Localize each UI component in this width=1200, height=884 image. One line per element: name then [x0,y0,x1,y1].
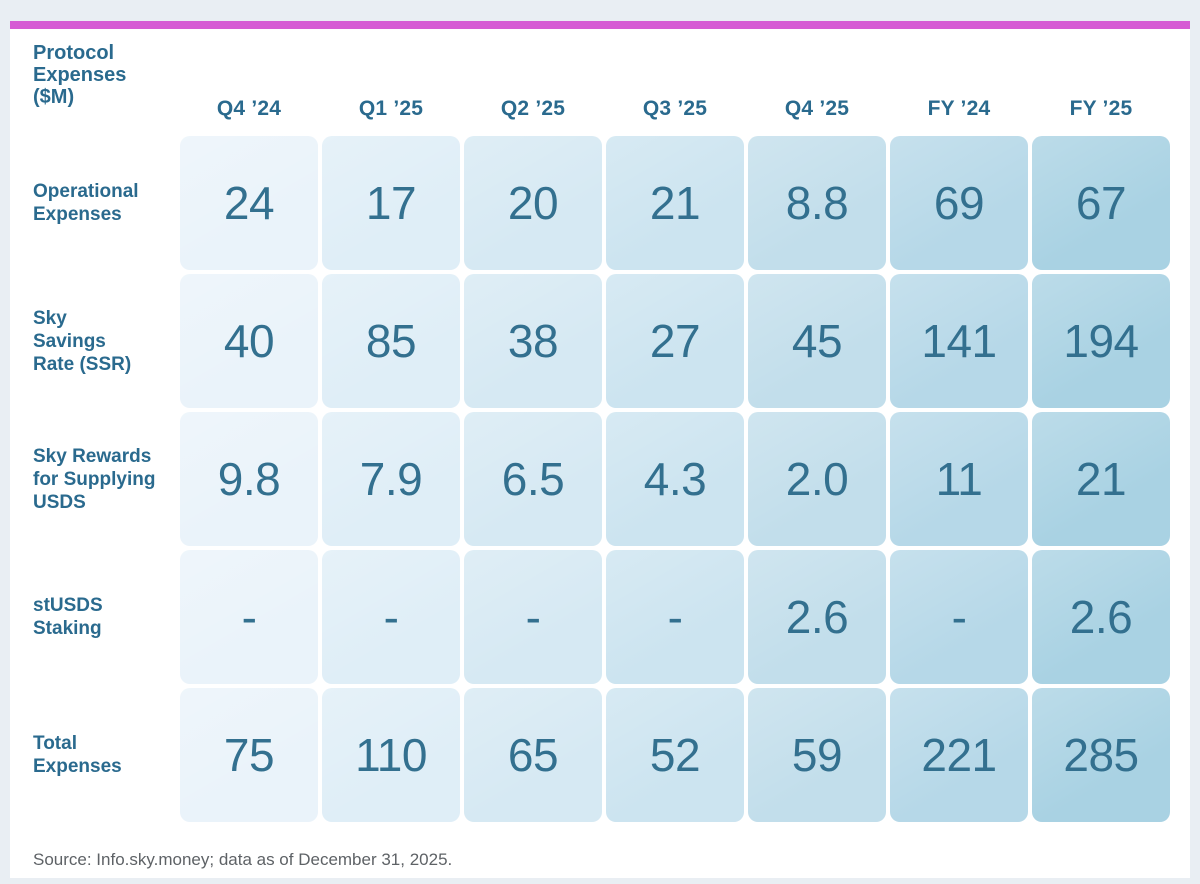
column-header: Q1 ’25 [358,97,424,120]
value-cell: 59 [748,688,886,822]
value-cell: 11 [890,412,1028,546]
value-cell: - [464,550,602,684]
expenses-card: Protocol Expenses ($M) Q4 ’24 Q1 ’25 Q2 ’2… [10,21,1190,878]
value-cell: 52 [606,688,744,822]
value-cell: 4.3 [606,412,744,546]
value-cell: 21 [606,136,744,270]
value-cell: 2.6 [748,550,886,684]
value-cell: 141 [890,274,1028,408]
value-cell: 75 [180,688,318,822]
row-label: stUSDS Staking [33,595,103,639]
row-label: Sky Rewards for Supplying USDS [33,445,156,513]
value-cell: 45 [748,274,886,408]
value-cell: - [890,550,1028,684]
card-content: Protocol Expenses ($M) Q4 ’24 Q1 ’25 Q2 ’2… [33,29,1180,870]
value-cell: 8.8 [748,136,886,270]
value-cell: - [606,550,744,684]
column-header: Q2 ’25 [500,97,566,120]
value-cell: 65 [464,688,602,822]
expenses-table: Protocol Expenses ($M) Q4 ’24 Q1 ’25 Q2 ’2… [33,42,1180,822]
value-cell: 194 [1032,274,1170,408]
value-cell: 20 [464,136,602,270]
column-header: FY ’25 [1069,97,1133,120]
column-header: Q4 ’24 [216,97,282,120]
value-cell: 6.5 [464,412,602,546]
value-cell: 7.9 [322,412,460,546]
accent-bar [10,21,1190,29]
row-label: Sky Savings Rate (SSR) [33,307,132,375]
value-cell: 67 [1032,136,1170,270]
value-cell: - [322,550,460,684]
column-header: Q4 ’25 [784,97,850,120]
value-cell: 2.6 [1032,550,1170,684]
value-cell: 85 [322,274,460,408]
table-title: Protocol Expenses ($M) [33,42,127,108]
row-label: Operational Expenses [33,181,139,225]
source-note: Source: Info.sky.money; data as of Decem… [33,850,453,869]
value-cell: 69 [890,136,1028,270]
value-cell: 9.8 [180,412,318,546]
value-cell: 2.0 [748,412,886,546]
value-cell: 17 [322,136,460,270]
row-label: Total Expenses [33,733,122,777]
value-cell: - [180,550,318,684]
value-cell: 27 [606,274,744,408]
value-cell: 110 [322,688,460,822]
column-header: Q3 ’25 [642,97,708,120]
value-cell: 221 [890,688,1028,822]
value-cell: 24 [180,136,318,270]
value-cell: 285 [1032,688,1170,822]
column-header: FY ’24 [927,97,991,120]
value-cell: 38 [464,274,602,408]
value-cell: 21 [1032,412,1170,546]
value-cell: 40 [180,274,318,408]
